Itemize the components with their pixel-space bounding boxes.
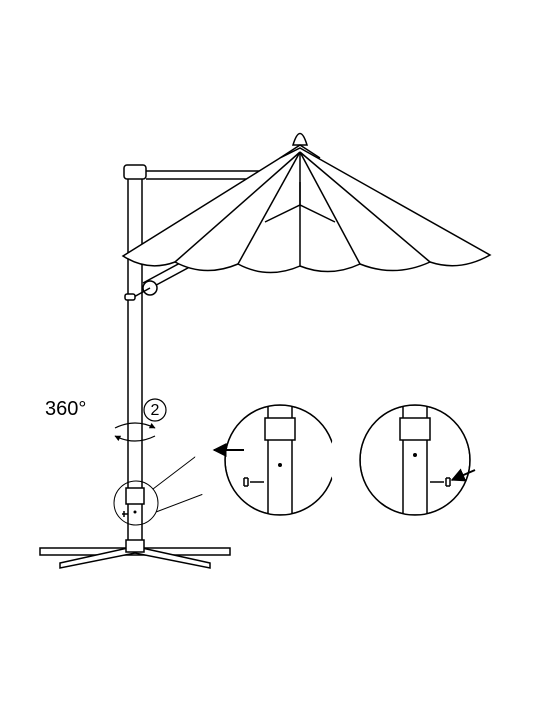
step-2-number: 2 [151, 402, 160, 419]
detail-left [210, 390, 350, 530]
detail-right [345, 390, 485, 530]
base [40, 540, 230, 568]
umbrella-assembly-diagram: 360° 2 1 3 [0, 0, 540, 720]
canopy [123, 148, 490, 273]
pole-top-cap [124, 165, 146, 179]
step-2-badge: 2 [144, 399, 166, 421]
rotation-label: 360° [45, 398, 86, 420]
